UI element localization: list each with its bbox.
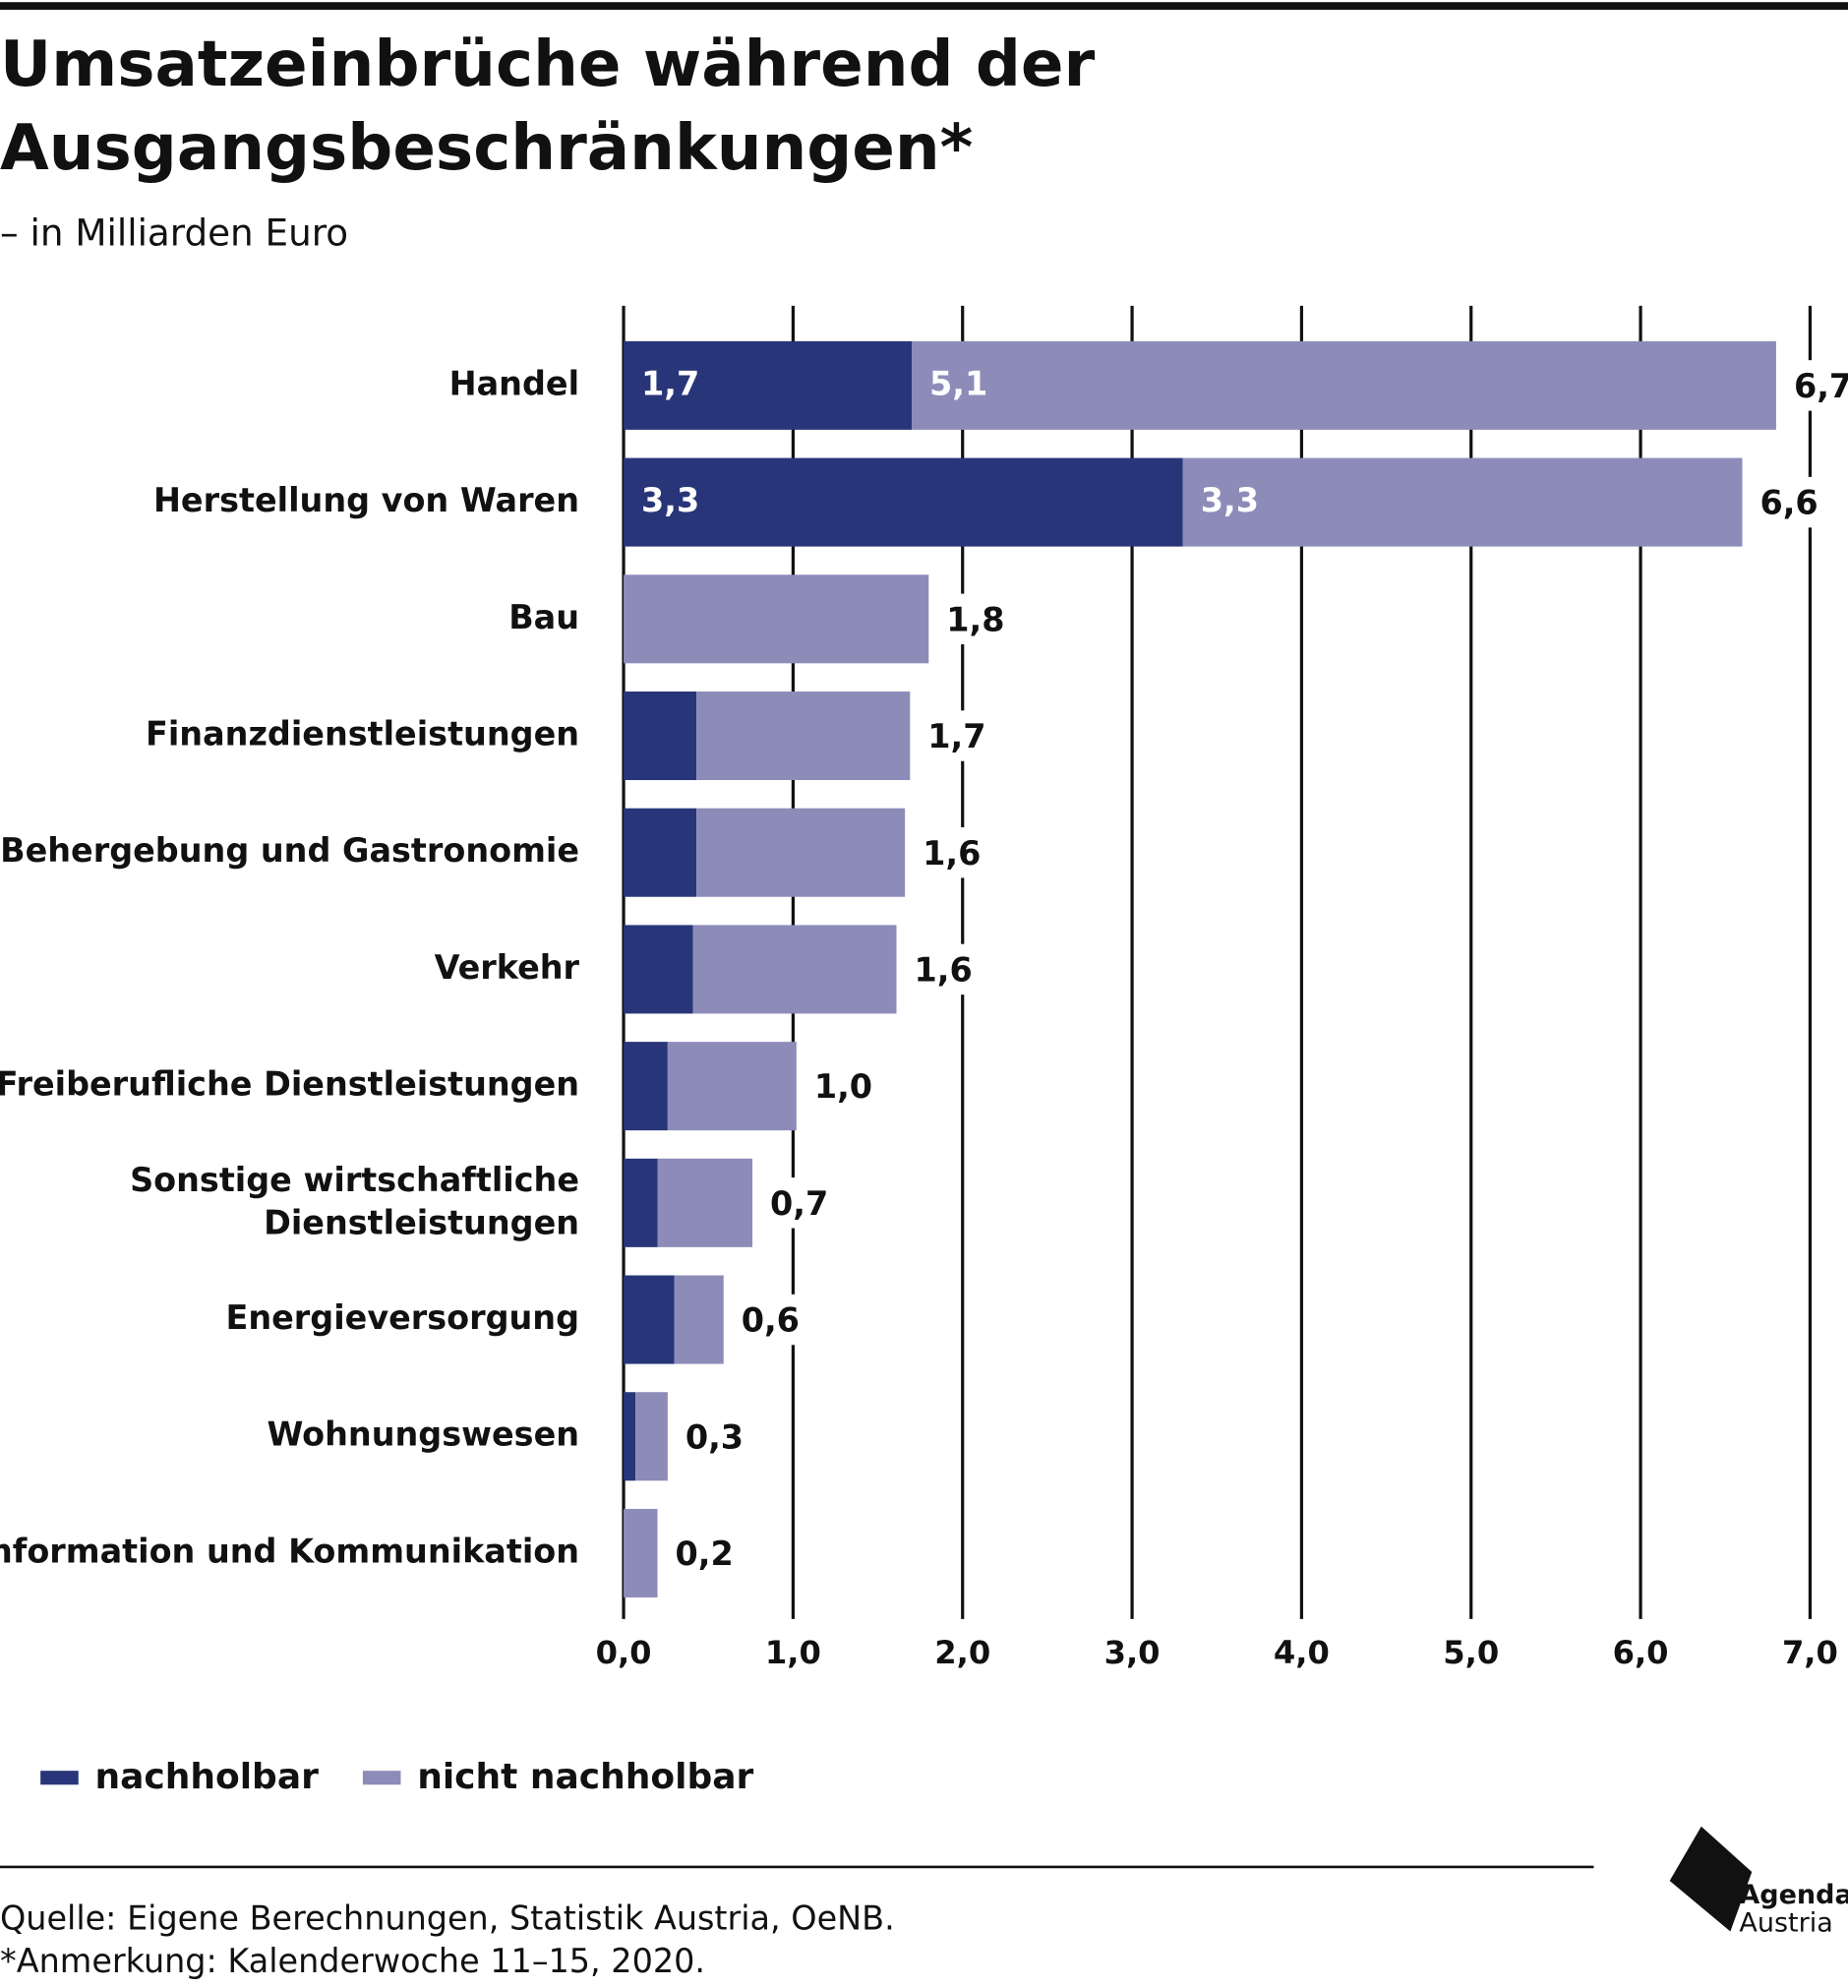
total-label: 6,7 (1794, 367, 1848, 405)
logo-text: Austria (1739, 1907, 1832, 1938)
total-label: 1,6 (923, 834, 981, 873)
category-label: Information und Kommunikation (0, 1532, 579, 1570)
subtitle: – in Milliarden Euro (0, 211, 348, 254)
label-bg (906, 943, 978, 995)
x-tick-label: 1,0 (765, 1634, 821, 1671)
x-tick-label: 2,0 (934, 1634, 990, 1671)
x-tick-label: 6,0 (1613, 1634, 1669, 1671)
category-label: Energieversorgung (226, 1298, 580, 1337)
bar-segment (624, 1392, 636, 1481)
bar-segment (667, 1042, 797, 1131)
category-label: Wohnungswesen (268, 1416, 580, 1454)
bar-segment (696, 808, 906, 897)
total-label: 0,2 (676, 1535, 734, 1573)
value-label: 5,1 (929, 364, 987, 402)
category-label: Bau (508, 598, 579, 636)
label-bg (762, 1177, 834, 1229)
source: Quelle: Eigene Berechnungen, Statistik A… (0, 1898, 895, 1937)
total-label: 1,0 (814, 1067, 872, 1106)
bar-segment (692, 925, 897, 1014)
category-label: Handel (449, 364, 579, 402)
bar-segment (696, 691, 911, 781)
bar-segment (624, 925, 693, 1014)
category-label: Herstellung von Waren (153, 481, 579, 519)
category-label: Freiberufliche Dienstleistungen (0, 1065, 579, 1104)
bar-segment (624, 1042, 668, 1131)
bar-segment (657, 1158, 753, 1247)
total-label: 0,7 (770, 1184, 828, 1223)
logo-mark (1669, 1826, 1753, 1932)
label-bg (667, 1528, 739, 1579)
total-label: 6,6 (1759, 484, 1818, 522)
value-label: 3,3 (641, 481, 699, 519)
note: *Anmerkung: Kalenderwoche 11–15, 2020. (0, 1942, 705, 1980)
total-label: 0,3 (686, 1417, 744, 1456)
label-bg (734, 1294, 805, 1346)
legend-swatch (362, 1771, 401, 1785)
bar-segment (624, 691, 697, 781)
label-bg (1786, 360, 1848, 411)
total-label: 0,6 (742, 1301, 800, 1340)
label-bg (938, 593, 1010, 645)
logo-text: Agenda (1739, 1880, 1848, 1910)
bar-segment (624, 457, 1183, 547)
bar-segment (624, 1275, 675, 1364)
label-bg (920, 710, 991, 761)
value-label: 3,3 (1201, 481, 1259, 519)
x-tick-label: 5,0 (1443, 1634, 1499, 1671)
value-label: 1,7 (641, 364, 699, 402)
bar-segment (624, 1508, 658, 1597)
x-tick-label: 3,0 (1104, 1634, 1161, 1671)
bar-segment (1182, 457, 1743, 547)
bar-segment (624, 808, 697, 897)
bar-segment (624, 340, 913, 430)
label-bg (678, 1411, 749, 1462)
top-rule (0, 2, 1848, 10)
x-tick-label: 4,0 (1274, 1634, 1330, 1671)
category-label: Finanzdienstleistungen (146, 715, 579, 753)
bar-segment (624, 1158, 658, 1247)
legend-label: nicht nachholbar (417, 1757, 753, 1797)
x-tick-label: 7,0 (1782, 1634, 1838, 1671)
total-label: 1,6 (915, 950, 973, 989)
legend-swatch (40, 1771, 79, 1785)
category-label: Verkehr (435, 948, 580, 987)
label-bg (1752, 476, 1823, 528)
label-bg (806, 1060, 878, 1112)
bar-segment (624, 574, 929, 664)
legend-label: nachholbar (94, 1757, 319, 1797)
category-label: Behergebung und Gastronomie (0, 831, 579, 870)
bar-segment (912, 340, 1776, 430)
category-label: Sonstige wirtschaftliche Dienstleistungen (130, 1160, 579, 1241)
total-label: 1,8 (946, 600, 1004, 638)
chart-title: Umsatzeinbrüche während der Ausgangsbesch… (0, 28, 1096, 185)
label-bg (915, 826, 986, 878)
x-tick-label: 0,0 (596, 1634, 652, 1671)
bar-segment (674, 1275, 724, 1364)
total-label: 1,7 (927, 717, 985, 755)
bar-segment (635, 1392, 668, 1481)
